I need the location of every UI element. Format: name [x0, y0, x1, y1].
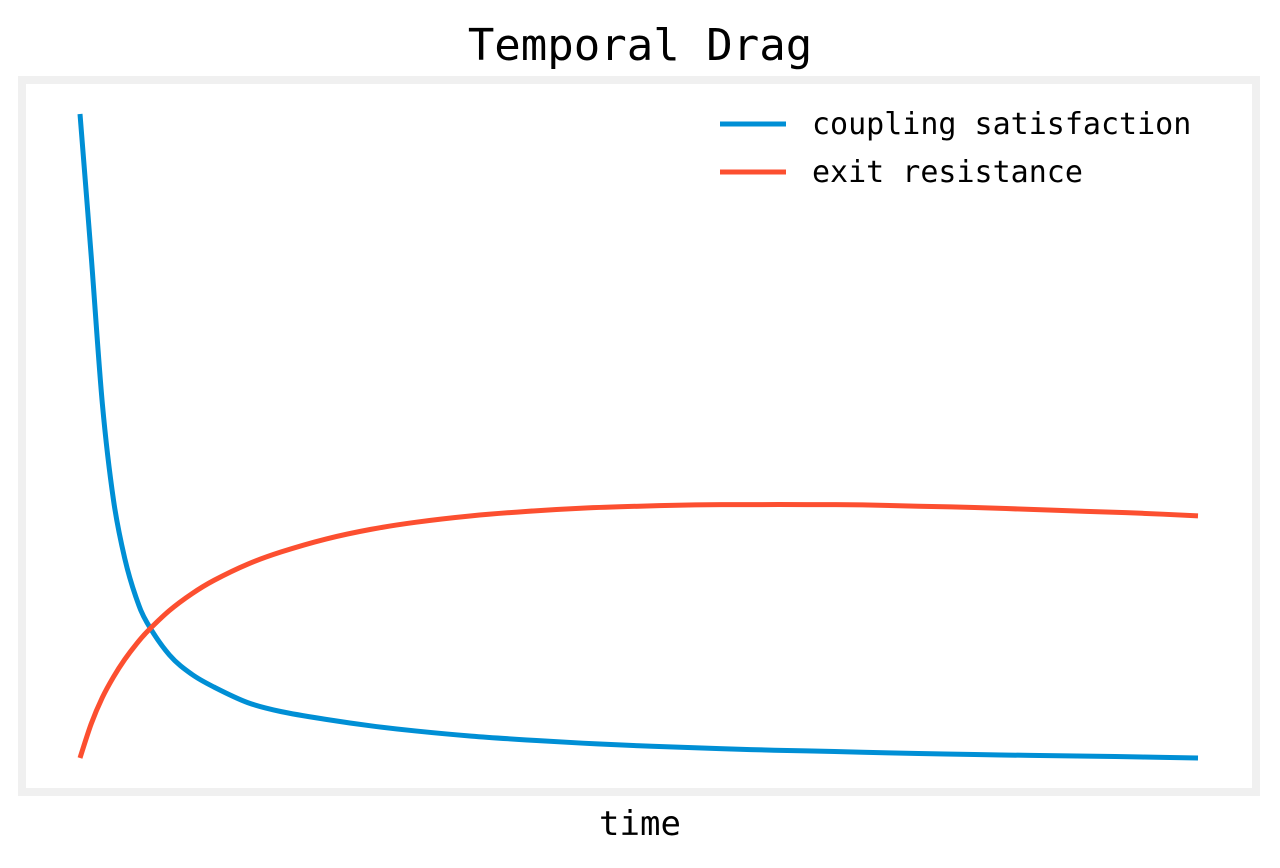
x-axis-label: time: [599, 804, 681, 844]
legend-label-2: exit resistance: [812, 155, 1083, 190]
series-line-2: [77, 502, 1199, 759]
plot-frame: [18, 76, 1260, 796]
series-group: [77, 113, 1199, 761]
series-line-1: [77, 113, 1199, 761]
chart-title: Temporal Drag: [468, 20, 812, 71]
legend-label-1: coupling satisfaction: [812, 107, 1191, 142]
legend: coupling satisfaction exit resistance: [720, 107, 1191, 190]
